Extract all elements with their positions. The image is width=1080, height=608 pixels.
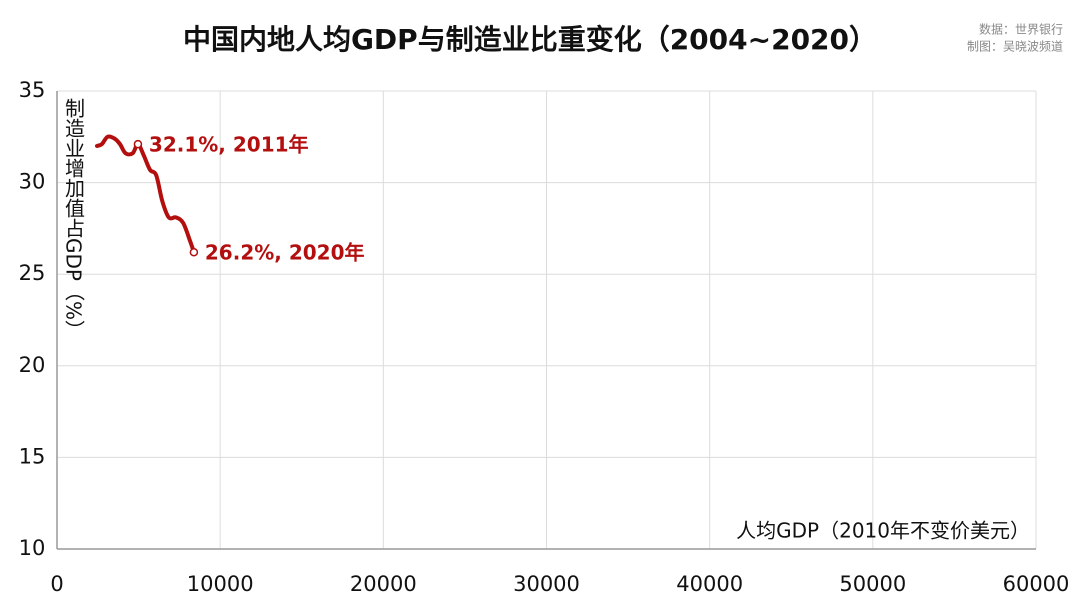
x-tick-label: 20000 xyxy=(350,572,417,596)
x-tick-label: 40000 xyxy=(676,572,743,596)
data-line xyxy=(94,134,196,255)
y-tick-label: 30 xyxy=(19,170,46,194)
x-tick-label: 0 xyxy=(50,572,63,596)
x-axis-label: 人均GDP（2010年不变价美元） xyxy=(736,519,1030,543)
data-label: 32.1%, 2011年 xyxy=(149,133,309,157)
y-tick-label: 20 xyxy=(19,353,46,377)
point-marker xyxy=(133,139,143,149)
y-tick-label: 25 xyxy=(19,261,46,285)
x-tick-label: 60000 xyxy=(1003,572,1070,596)
chart-title: 中国内地人均GDP与制造业比重变化（2004~2020） xyxy=(183,23,877,56)
x-tick-label: 50000 xyxy=(839,572,906,596)
y-tick-label: 10 xyxy=(19,536,46,560)
x-tick-label: 30000 xyxy=(513,572,580,596)
point-marker xyxy=(189,247,199,257)
y-tick-label: 35 xyxy=(19,78,46,102)
data-label: 26.2%, 2020年 xyxy=(205,241,365,265)
y-axis-label: 制造业增加值占GDP（%） xyxy=(62,98,86,340)
y-tick-label: 15 xyxy=(19,444,46,468)
x-tick-label: 10000 xyxy=(187,572,254,596)
source: 数据：世界银行 xyxy=(979,22,1063,37)
credit: 制图：吴晓波频道 xyxy=(967,40,1063,54)
